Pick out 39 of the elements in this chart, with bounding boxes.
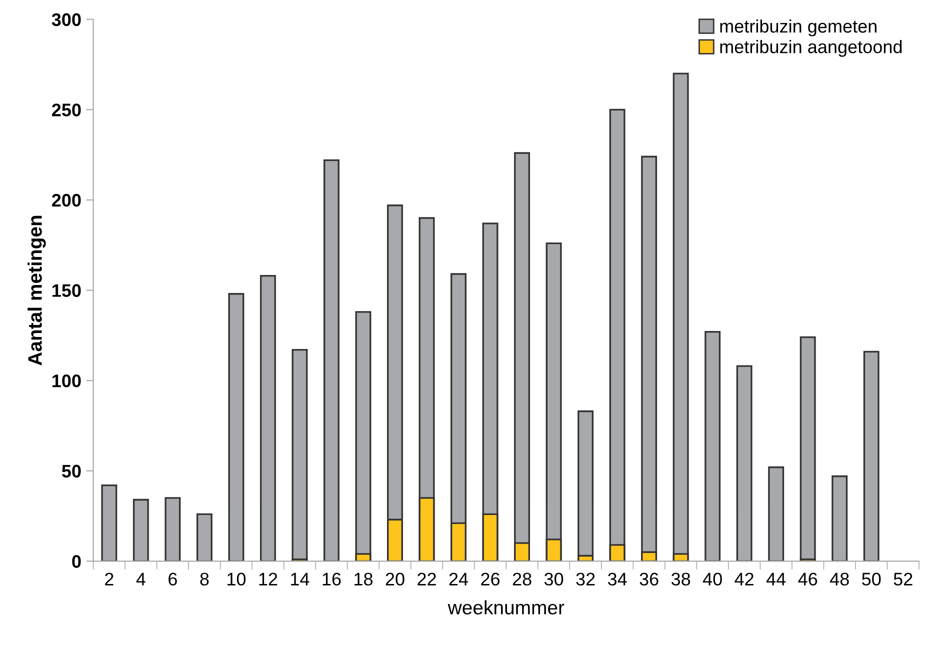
x-tick-label: 20 — [386, 572, 404, 586]
legend-label: metribuzin gemeten — [720, 19, 876, 36]
y-tick-label: 50 — [62, 464, 81, 478]
y-axis-title: Aantal metingen — [28, 216, 46, 366]
x-tick-label: 32 — [576, 572, 595, 586]
x-tick-label: 52 — [894, 572, 912, 586]
x-tick-label: 50 — [862, 572, 881, 586]
y-tick-label: 150 — [52, 284, 81, 297]
y-tick-label: 300 — [52, 13, 81, 26]
x-tick-label: 6 — [168, 572, 177, 586]
y-tick-label: 200 — [52, 194, 81, 207]
x-tick-label: 12 — [259, 572, 278, 586]
x-tick-label: 24 — [449, 572, 468, 586]
x-tick-label: 2 — [105, 572, 114, 586]
y-tick-label: 0 — [72, 555, 81, 568]
x-tick-label: 4 — [136, 572, 146, 586]
x-tick-label: 38 — [671, 572, 690, 586]
x-tick-label: 48 — [830, 572, 849, 586]
bar — [292, 349, 308, 562]
x-tick-label: 18 — [354, 572, 372, 586]
x-tick-label: 36 — [640, 572, 658, 586]
legend-label: metribuzin aangetoond — [720, 40, 902, 57]
x-tick-label: 26 — [481, 572, 500, 586]
x-tick-label: 40 — [702, 572, 722, 586]
x-tick-label: 44 — [766, 572, 786, 586]
x-tick-label: 42 — [734, 572, 754, 586]
x-tick-label: 30 — [544, 572, 564, 586]
x-tick-label: 8 — [200, 572, 209, 586]
x-tick-label: 46 — [798, 572, 818, 586]
bar — [800, 336, 816, 562]
x-axis-title: weeknummer — [448, 600, 564, 614]
x-tick-label: 14 — [291, 572, 310, 586]
y-tick-label: 100 — [52, 374, 81, 388]
x-tick-label: 34 — [608, 572, 627, 586]
y-tick-label: 250 — [52, 104, 81, 116]
x-tick-label: 10 — [228, 572, 246, 586]
x-tick-label: 16 — [322, 572, 341, 586]
x-tick-label: 22 — [418, 572, 436, 586]
x-tick-label: 28 — [512, 572, 532, 586]
